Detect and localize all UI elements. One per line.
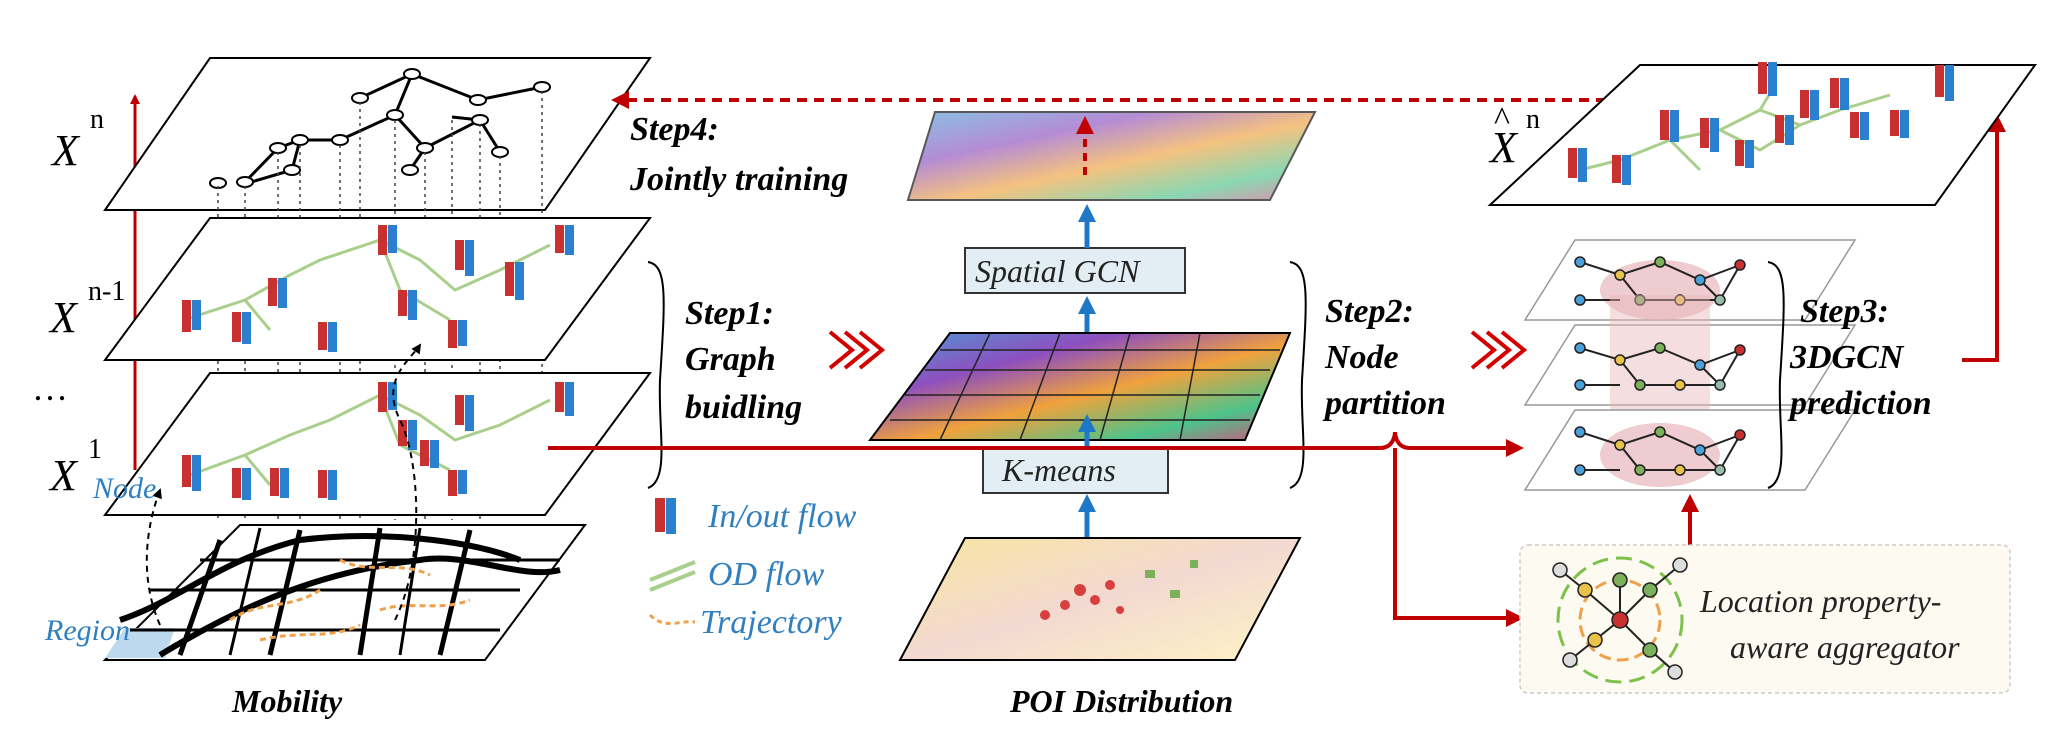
poi-map (898, 537, 1302, 661)
partition-boundaries (890, 332, 1280, 441)
kmeans-label: K-means (1001, 452, 1116, 488)
layer-x1 (103, 372, 652, 516)
region-to-node-arrow-right (392, 343, 422, 621)
step3-brace (1767, 261, 1785, 489)
step1-chevrons (828, 330, 886, 370)
aggregator-panel: Location property- aware aggregator (1519, 544, 2011, 694)
legend-inout-icon (655, 498, 676, 534)
3dgcn-layer-top (1523, 239, 1857, 321)
x1-sup: 1 (88, 434, 102, 465)
layer-ellipsis: … (32, 368, 68, 408)
xhat-base: X (1488, 123, 1519, 172)
3dgcn-stack: Step3: 3DGCN prediction (1523, 239, 1932, 491)
poi-green-markers (1145, 560, 1198, 598)
legend-od-label: OD flow (708, 556, 825, 593)
step1: Step1: Graph buidling (647, 261, 886, 489)
output-layer: X ^ n (1487, 62, 2037, 206)
step1-title: Step1: (685, 295, 774, 332)
step2-brace (1289, 261, 1307, 489)
region-highlight (105, 628, 175, 658)
region-to-node-arrow-left (145, 488, 162, 626)
region-label: Region (44, 614, 130, 647)
poi-caption: POI Distribution (1009, 683, 1233, 719)
xn-sup: n (90, 104, 104, 135)
spatial-gcn-label: Spatial GCN (975, 253, 1141, 289)
step3-title: Step3: (1800, 293, 1889, 330)
step3-line1: 3DGCN (1789, 339, 1905, 376)
poi-column: Spatial GCN K-means POI Distribution (868, 111, 1317, 719)
step2-title: Step2: (1325, 293, 1414, 330)
xhat-hat: ^ (1494, 101, 1510, 138)
step2-line2: partition (1322, 385, 1446, 422)
x1-to-partition-line (548, 431, 1524, 457)
3dgcn-to-output-line (1962, 114, 2006, 362)
step1-line2: buidling (685, 389, 802, 426)
xhat-sup: n (1526, 104, 1540, 135)
legend: In/out flow OD flow Trajectory (648, 498, 857, 641)
step2-chevrons (1470, 330, 1528, 370)
xn-1-flow-bars (182, 225, 574, 352)
x1-to-aggregator-line (1393, 448, 1524, 627)
layer-xn-1 (103, 217, 652, 361)
aggregator-line1: Location property- (1699, 583, 1941, 619)
legend-trajectory-icon (648, 613, 696, 625)
node-label: Node (92, 472, 156, 505)
layer-label-x1: X 1 (48, 434, 102, 500)
xn-1-sup: n-1 (88, 276, 125, 307)
layer-label-xn-1: X n-1 (48, 276, 125, 342)
x1-flow-bars (182, 382, 574, 500)
step3-line2: prediction (1787, 385, 1932, 422)
spatial-gcn-box (964, 247, 1186, 294)
step1-brace (647, 261, 665, 489)
step4: Step4: Jointly training (611, 91, 1640, 198)
step1-line1: Graph (685, 341, 776, 378)
step2: Step2: Node partition (1289, 261, 1528, 489)
3dgcn-layer-bottom (1523, 409, 1857, 491)
x1-base: X (48, 451, 79, 500)
layer-label-xn: X n (50, 104, 104, 175)
xn-base: X (50, 126, 81, 175)
poi-markers (1040, 580, 1124, 620)
trajectory-marks (229, 558, 471, 642)
layer-label-xhat: X ^ n (1488, 101, 1540, 172)
mobility-stack: X n X n-1 … X 1 Node Region Mobility (32, 57, 652, 719)
step2-line1: Node (1324, 339, 1399, 376)
red-connectors (548, 114, 2006, 627)
xn-nodes (209, 68, 551, 189)
aggregator-line2: aware aggregator (1730, 629, 1960, 665)
partition-map-top (906, 111, 1317, 201)
legend-trajectory-label: Trajectory (700, 604, 843, 641)
step4-title: Step4: (630, 111, 719, 148)
road-network (119, 527, 561, 658)
mobility-caption: Mobility (231, 683, 343, 719)
partition-map-middle (868, 332, 1292, 441)
output-flow-bars (1568, 62, 1954, 185)
layer-xn (103, 57, 652, 211)
xn-1-base: X (48, 293, 79, 342)
legend-od-icon (649, 560, 696, 592)
step4-line1: Jointly training (629, 161, 848, 198)
legend-inout-label: In/out flow (707, 498, 857, 535)
